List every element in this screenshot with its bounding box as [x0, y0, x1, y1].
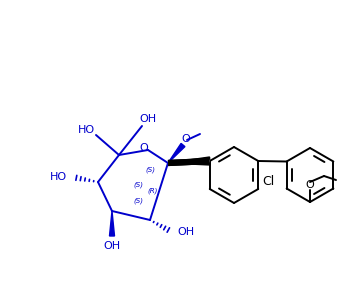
Text: HO: HO	[50, 172, 67, 182]
Text: (S): (S)	[133, 182, 143, 188]
Text: O: O	[182, 134, 190, 144]
Text: O: O	[306, 180, 314, 190]
Text: (R): (R)	[148, 188, 158, 194]
Polygon shape	[110, 211, 115, 236]
Text: OH: OH	[177, 227, 195, 237]
Text: OH: OH	[139, 114, 157, 124]
Text: O: O	[140, 143, 149, 153]
Text: HO: HO	[78, 125, 95, 135]
Text: (S): (S)	[133, 198, 143, 204]
Text: (S): (S)	[145, 167, 155, 173]
Polygon shape	[168, 143, 185, 163]
Text: OH: OH	[103, 241, 120, 251]
Text: Cl: Cl	[262, 174, 274, 188]
Polygon shape	[168, 157, 210, 165]
